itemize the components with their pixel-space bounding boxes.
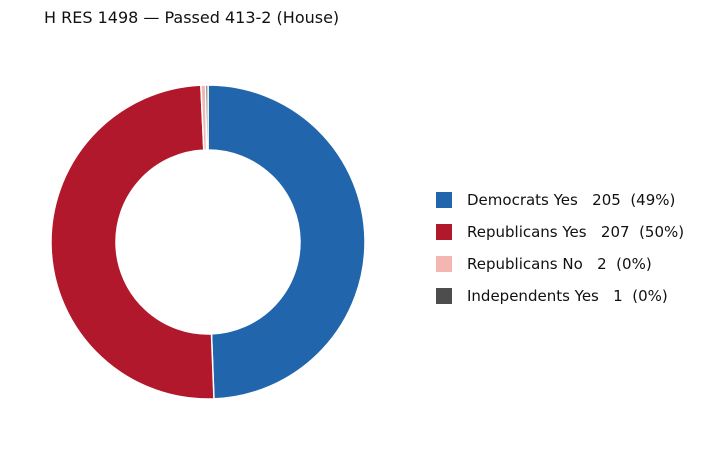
legend-swatch: [436, 192, 452, 208]
legend-swatch: [436, 224, 452, 240]
legend: Democrats Yes 205 (49%) Republicans Yes …: [436, 184, 684, 312]
legend-item-republicans-no: Republicans No 2 (0%): [436, 248, 684, 280]
legend-label: Republicans No 2 (0%): [467, 255, 652, 273]
donut-slice: [204, 84, 209, 151]
chart-title: H RES 1498 — Passed 413-2 (House): [44, 8, 340, 27]
legend-label: Republicans Yes 207 (50%): [467, 223, 685, 241]
donut-slices: [50, 84, 366, 400]
legend-item-democrats-yes: Democrats Yes 205 (49%): [436, 184, 684, 216]
legend-label: Independents Yes 1 (0%): [467, 287, 668, 305]
legend-item-independents-yes: Independents Yes 1 (0%): [436, 280, 684, 312]
legend-item-republicans-yes: Republicans Yes 207 (50%): [436, 216, 684, 248]
donut-slice: [50, 84, 215, 400]
legend-swatch: [436, 288, 452, 304]
donut-slice: [207, 84, 366, 400]
legend-swatch: [436, 256, 452, 272]
legend-label: Democrats Yes 205 (49%): [467, 191, 676, 209]
